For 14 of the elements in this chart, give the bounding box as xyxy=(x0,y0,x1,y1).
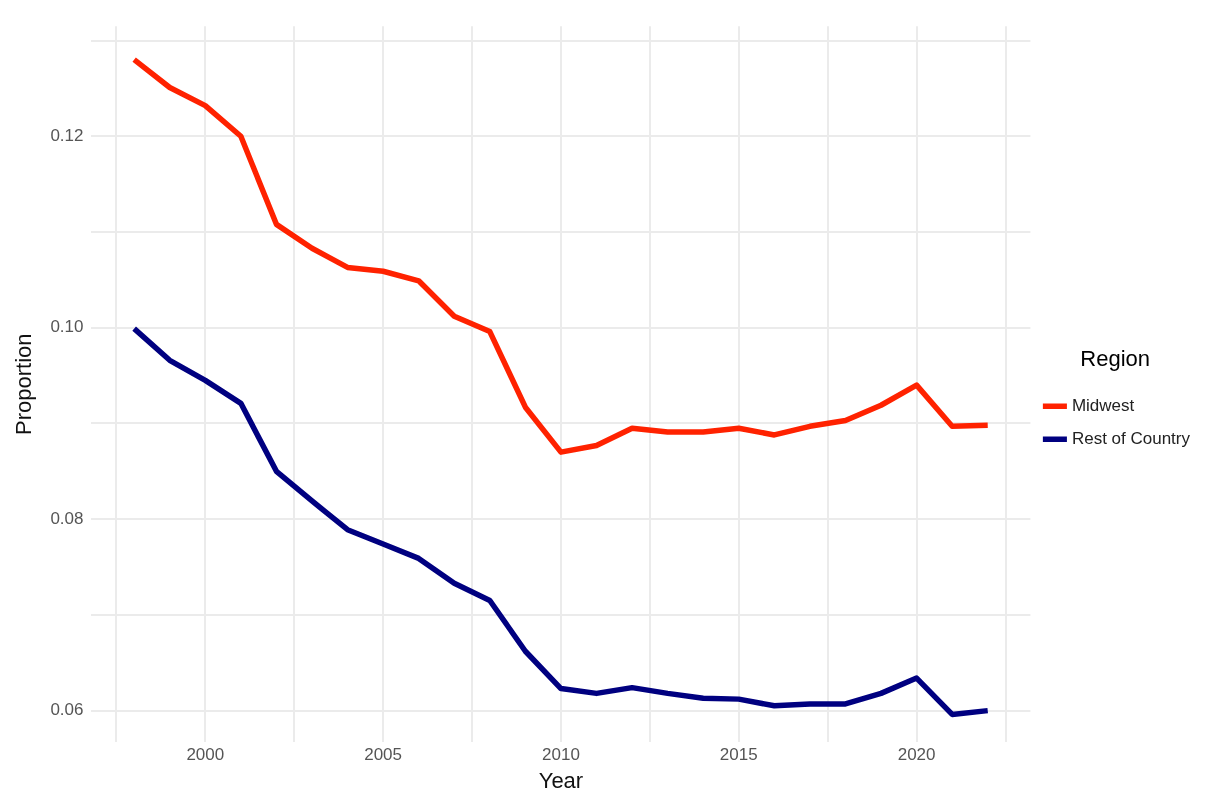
y-axis-title: Proportion xyxy=(11,333,37,435)
x-axis-title: Year xyxy=(538,767,584,793)
legend-label: Rest of Country xyxy=(1071,428,1191,448)
x-tick-label: 2015 xyxy=(719,745,758,765)
legend-title: Region xyxy=(1080,346,1151,372)
x-tick-label: 2020 xyxy=(897,745,936,765)
x-tick-label: 2010 xyxy=(542,745,580,765)
y-tick-label: 0.10 xyxy=(50,317,84,337)
y-tick-label: 0.08 xyxy=(50,508,84,528)
x-tick-label: 2000 xyxy=(186,745,225,765)
x-tick-label: 2005 xyxy=(364,745,403,765)
y-tick-label: 0.12 xyxy=(50,125,84,145)
legend-label: Midwest xyxy=(1071,395,1135,415)
y-tick-label: 0.06 xyxy=(50,700,84,720)
